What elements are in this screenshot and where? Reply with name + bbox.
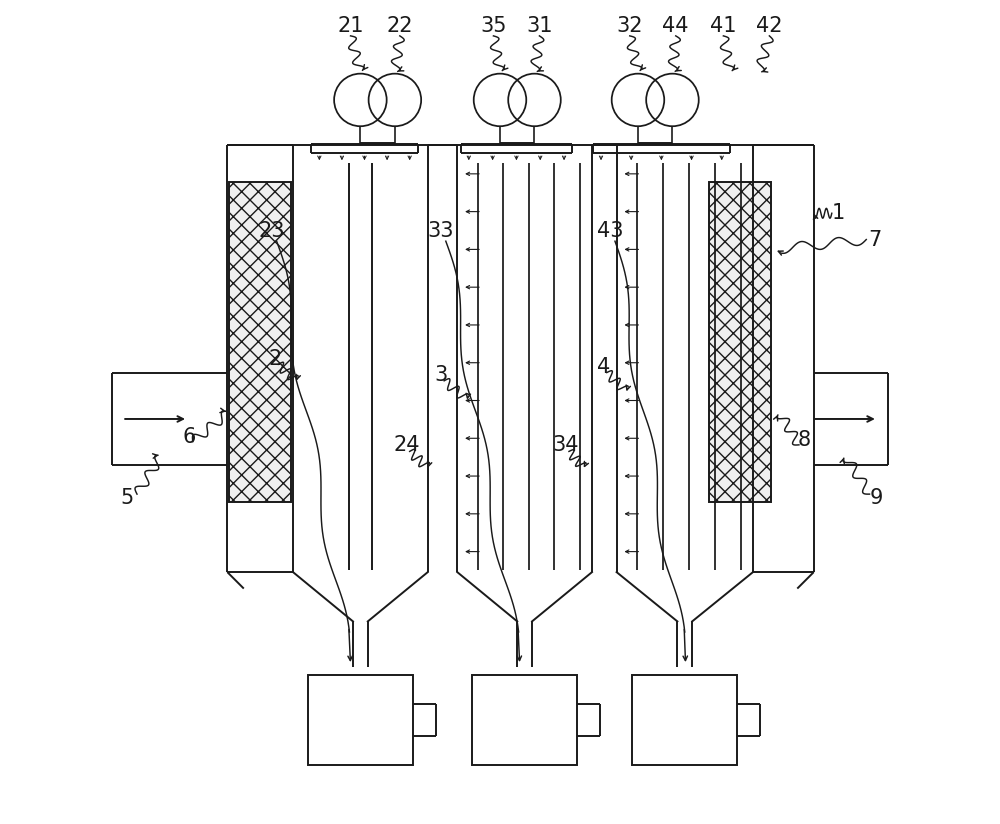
Text: 9: 9: [869, 489, 883, 508]
Bar: [308, 675, 413, 765]
Bar: [472, 675, 577, 765]
Text: 33: 33: [428, 222, 454, 241]
Text: 22: 22: [387, 16, 413, 36]
Text: 1: 1: [832, 204, 845, 223]
Text: 31: 31: [526, 16, 553, 36]
Text: 43: 43: [597, 222, 623, 241]
Text: 8: 8: [797, 430, 810, 450]
Text: 5: 5: [121, 489, 134, 508]
Text: 35: 35: [480, 16, 507, 36]
Text: 41: 41: [710, 16, 737, 36]
Text: 44: 44: [662, 16, 689, 36]
Text: 7: 7: [868, 230, 881, 250]
Text: 24: 24: [393, 435, 420, 455]
Text: 42: 42: [756, 16, 783, 36]
Bar: [229, 182, 291, 503]
Text: 32: 32: [617, 16, 643, 36]
Text: 4: 4: [597, 357, 610, 377]
Text: 23: 23: [258, 222, 285, 241]
Text: 6: 6: [183, 427, 196, 447]
Bar: [632, 675, 737, 765]
Text: 21: 21: [337, 16, 364, 36]
Text: 2: 2: [268, 349, 282, 368]
Bar: [709, 182, 771, 503]
Text: 34: 34: [552, 435, 579, 455]
Text: 3: 3: [434, 365, 447, 385]
